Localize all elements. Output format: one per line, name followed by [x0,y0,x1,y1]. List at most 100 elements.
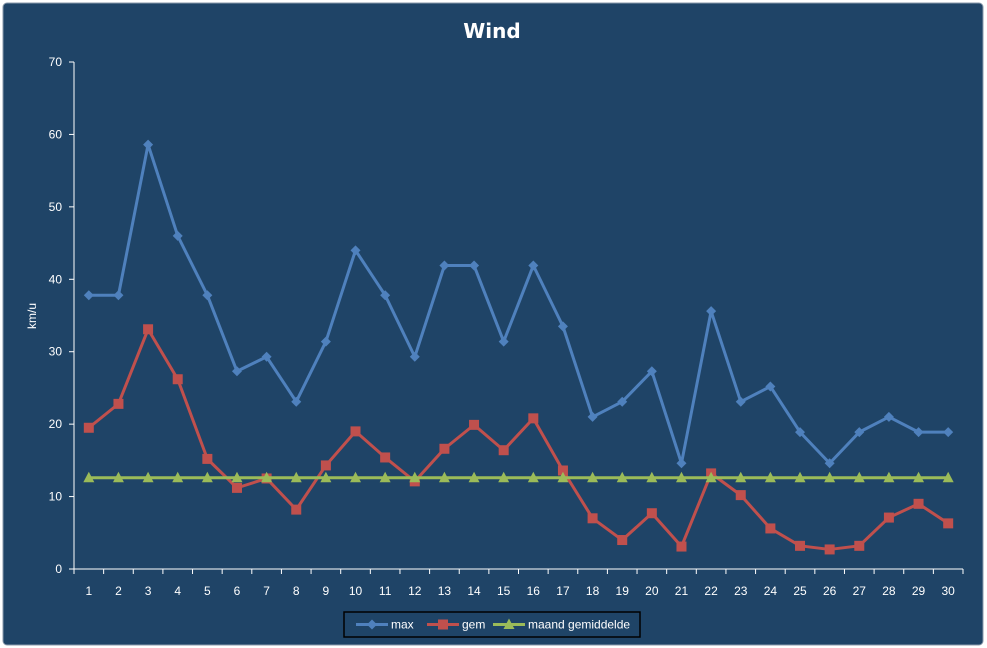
data-point [83,290,94,301]
data-point [202,290,213,301]
data-point [498,445,509,456]
x-tick-label: 2 [115,584,122,598]
data-point [587,411,598,422]
x-tick-label: 21 [675,584,689,598]
x-tick-label: 16 [527,584,541,598]
data-point [202,453,213,464]
data-point [853,471,865,483]
x-tick-label: 13 [438,584,452,598]
data-point [143,139,154,150]
data-point [557,321,568,332]
x-tick-label: 11 [379,584,392,598]
data-point [557,465,568,476]
data-point [527,471,539,483]
data-point [943,518,954,529]
legend-swatch-marker [438,619,448,630]
data-point [883,471,895,483]
data-point [735,490,746,501]
axes [69,61,964,574]
x-tick-label: 27 [853,584,867,598]
data-point [290,471,302,483]
data-point [291,504,302,515]
data-point [646,366,657,377]
legend-label: gem [462,618,485,632]
data-point [587,471,599,483]
legend-swatch-marker [503,618,515,629]
x-tick-label: 8 [293,584,300,598]
data-point [498,336,509,347]
x-tick-label: 25 [793,584,807,598]
data-point [439,443,450,454]
data-point [616,471,628,483]
data-point [439,260,450,271]
x-tick-label: 14 [467,584,481,598]
data-point [735,471,747,483]
data-point [261,471,273,483]
data-point [469,260,480,271]
x-tick-label: 26 [823,584,837,598]
y-tick-label: 10 [49,490,63,504]
legend-item: maand gemiddelde [493,618,630,632]
legend-box [343,611,641,638]
y-tick-label: 40 [49,272,63,286]
x-tick-label: 1 [85,584,92,598]
data-point [854,427,865,438]
data-point [142,471,154,483]
data-point [764,471,776,483]
x-tick-label: 5 [204,584,211,598]
data-point [794,471,806,483]
data-point [172,230,183,241]
x-tick-label: 12 [408,584,422,598]
data-point [231,482,242,493]
data-point [943,427,954,438]
data-point [320,336,331,347]
data-point [172,374,183,385]
x-tick-label: 9 [323,584,330,598]
x-tick-label: 10 [349,584,363,598]
x-tick-label: 20 [645,584,659,598]
x-tick-label: 24 [764,584,778,598]
data-point [706,306,717,317]
data-point [646,471,658,483]
data-point [113,290,124,301]
y-tick-label: 30 [49,345,63,359]
data-point [617,396,628,407]
series-maand-gemiddelde [83,471,954,483]
data-point [795,540,806,551]
x-tick-label: 4 [174,584,181,598]
data-point [676,541,687,552]
data-point [942,471,954,483]
x-tick-label: 22 [704,584,718,598]
series-max [83,139,954,469]
data-point [350,245,361,256]
data-point [438,471,450,483]
data-point [320,460,331,471]
data-point [201,471,213,483]
x-tick-label: 6 [234,584,241,598]
legend-swatch-marker [367,619,377,630]
y-tick-label: 60 [49,127,63,141]
y-tick-label: 20 [49,417,63,431]
data-point [409,471,421,483]
data-point [83,471,95,483]
x-tick-label: 28 [882,584,896,598]
data-point [528,260,539,271]
data-point [617,535,628,546]
y-axis-title: km/u [25,303,39,329]
data-point [83,422,94,433]
data-point [380,452,391,463]
data-point [883,411,894,422]
y-tick-labels: 0 10 20 30 40 50 60 70 [49,55,63,576]
data-point [675,471,687,483]
x-tick-label: 7 [263,584,270,598]
data-point [528,413,539,424]
data-point [676,458,687,469]
x-tick-label: 29 [912,584,926,598]
x-tick-label: 3 [145,584,152,598]
data-point [291,396,302,407]
data-point [320,471,332,483]
data-point [765,523,776,534]
y-tick-label: 70 [49,55,63,69]
